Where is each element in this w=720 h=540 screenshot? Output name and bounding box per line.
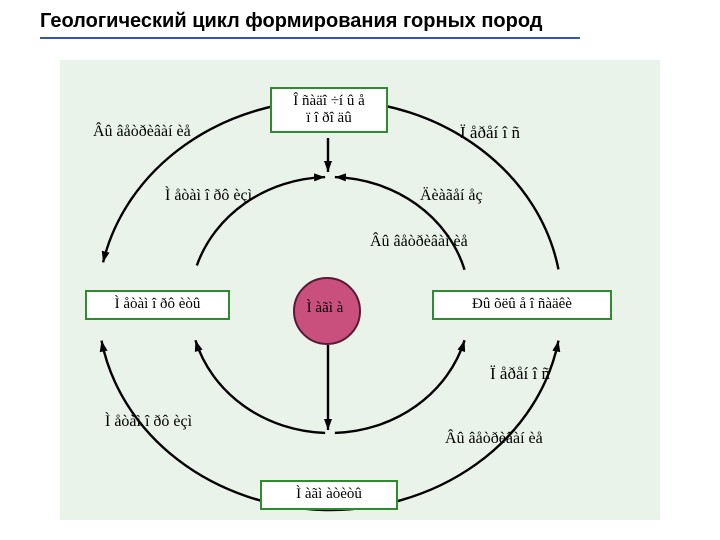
page-title: Геологический цикл формирования горных п… <box>40 10 580 33</box>
label-transport-lr: Ï åðåí î ñ <box>490 364 550 384</box>
node-magma-text: Ì àãì à <box>307 300 344 317</box>
label-metamorphism-ll: Ì åòàì î ðô èçì <box>105 413 192 431</box>
node-metamorphites: Ì åòàì î ðô èòû <box>85 290 230 320</box>
label-weathering-br: Âû âåòðèâàí èå <box>445 430 543 448</box>
label-metamorphism-ul: Ì åòàì î ðô èçì <box>165 187 252 205</box>
page-title-wrap: Геологический цикл формирования горных п… <box>40 10 580 39</box>
label-transport-tr: Ï åðåí î ñ <box>460 123 520 143</box>
node-sedimentary-text: Î ñàäî ÷í û åï î ðî äû <box>293 93 365 128</box>
node-magmatites: Ì àãì àòèòû <box>260 480 398 510</box>
diagram-root: { "title": { "text": "Геологический цикл… <box>0 0 720 540</box>
node-loose-sediments: Ðû õëû å î ñàäêè <box>432 290 612 320</box>
label-weathering-tl: Âû âåòðèâàí èå <box>93 123 191 141</box>
node-magmatites-text: Ì àãì àòèòû <box>296 486 362 503</box>
node-sedimentary: Î ñàäî ÷í û åï î ðî äû <box>270 87 388 133</box>
label-diagenesis-ur: Äèàãåí åç <box>420 187 483 205</box>
label-weathering-mid: Âû âåòðèâàí èå <box>370 233 468 251</box>
node-loose-sediments-text: Ðû õëû å î ñàäêè <box>472 296 572 313</box>
title-underline <box>40 37 580 39</box>
node-magma-label: Ì àãì à <box>280 294 370 324</box>
node-metamorphites-text: Ì åòàì î ðô èòû <box>115 296 201 313</box>
